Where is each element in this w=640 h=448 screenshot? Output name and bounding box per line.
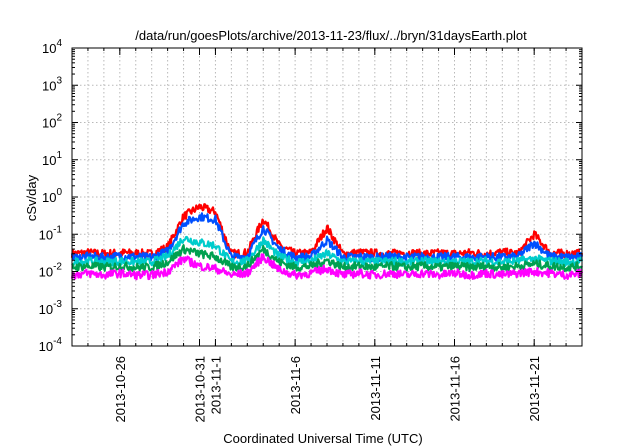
- x-tick-label: 2013-11-1: [208, 356, 223, 414]
- ticks: [72, 47, 582, 347]
- series-line-4: [71, 244, 583, 273]
- y-tick-label: 104: [42, 38, 62, 56]
- x-tick-label: 2013-10-31: [193, 356, 208, 423]
- x-tick-label: 2013-10-26: [113, 356, 128, 423]
- x-tick-label: 2013-11-21: [527, 356, 542, 422]
- y-tick-label: 100: [42, 187, 62, 205]
- x-axis-title: Coordinated Universal Time (UTC): [223, 431, 422, 446]
- series-layer: [70, 203, 584, 281]
- y-tick-label: 101: [42, 150, 62, 168]
- y-tick-label: 10-3: [39, 299, 63, 317]
- y-tick-labels: 10-4 10-3 10-2 10-1 100 101 102 103 104: [39, 38, 63, 354]
- y-tick-label: 10-2: [39, 262, 63, 280]
- y-tick-label: 103: [42, 75, 62, 93]
- grid: [72, 48, 582, 346]
- x-tick-label: 2013-11-11: [368, 356, 383, 421]
- y-tick-label: 102: [42, 113, 62, 131]
- y-tick-label: 10-1: [39, 224, 63, 242]
- y-axis-title: cSv/day: [24, 174, 39, 221]
- chart-title: /data/run/goesPlots/archive/2013-11-23/f…: [135, 28, 527, 43]
- x-tick-label: 2013-11-6: [288, 356, 303, 414]
- x-tick-label: 2013-11-16: [448, 356, 463, 422]
- x-tick-labels: 2013-10-26 2013-10-31 2013-11-1 2013-11-6 20…: [113, 356, 542, 423]
- series-line-3: [71, 235, 584, 267]
- series-line-5: [70, 253, 584, 281]
- y-tick-label: 10-4: [39, 336, 63, 354]
